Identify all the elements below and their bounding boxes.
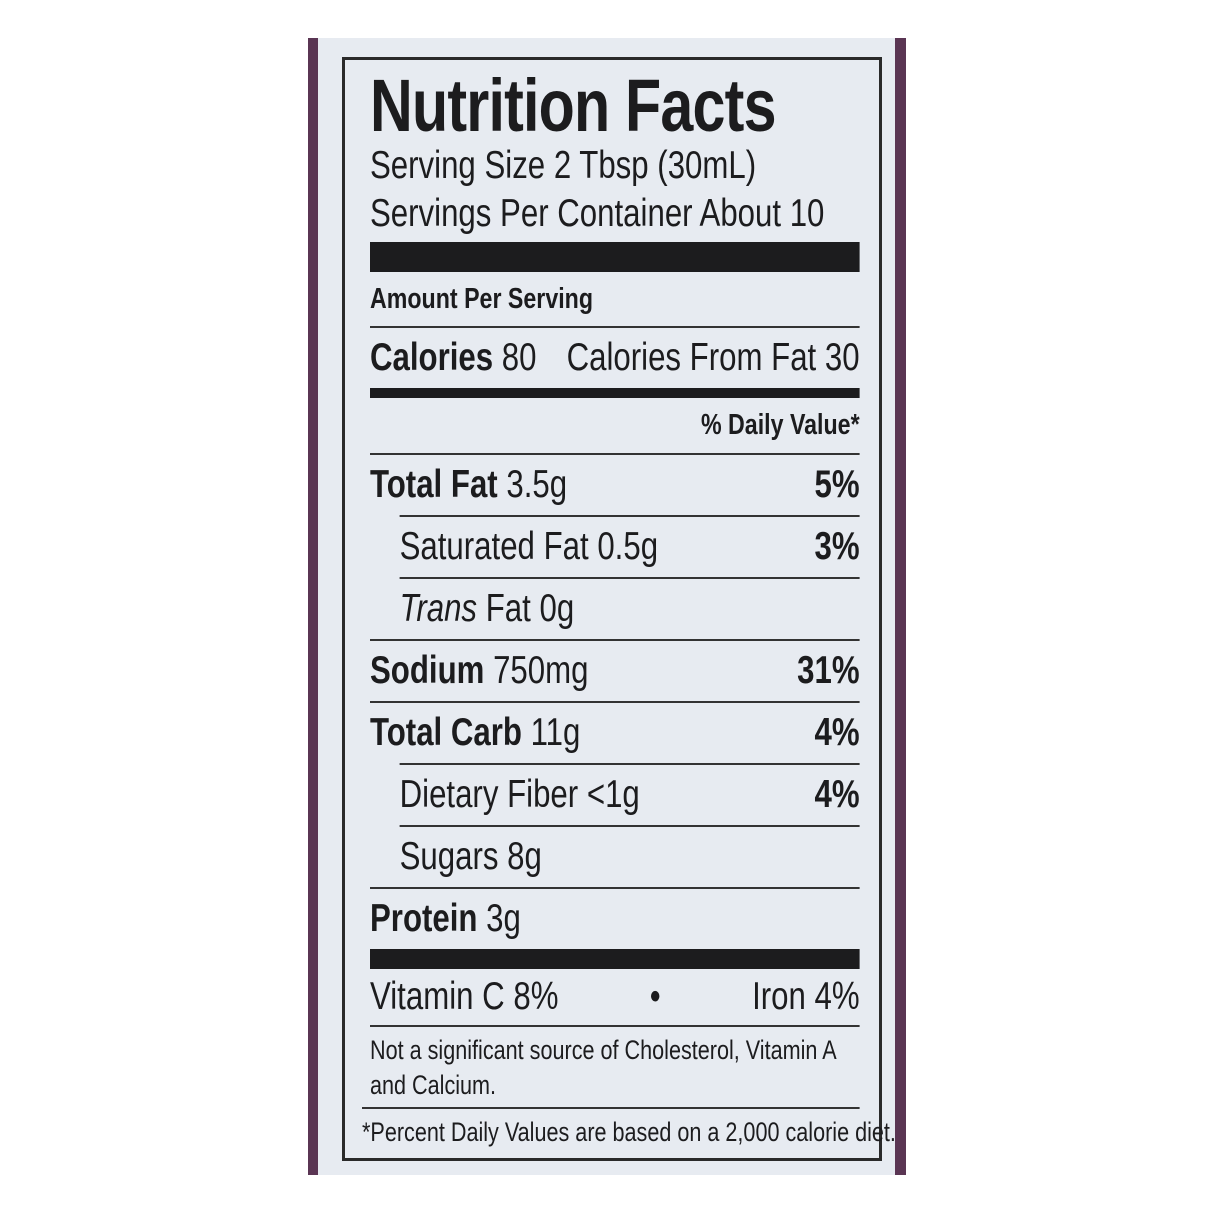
- nutrient-label: Total Fat: [370, 463, 498, 506]
- nutrient-row-total-carb: Total Carb 11g 4%: [370, 701, 860, 763]
- nutrient-amount: 3g: [486, 897, 521, 940]
- nutrient-dv: 31%: [797, 649, 860, 692]
- nutrient-row-sodium: Sodium 750mg 31%: [370, 639, 860, 701]
- thick-divider-bottom: [370, 949, 860, 969]
- nutrient-label: Trans: [399, 587, 478, 630]
- nutrient-dv: 3%: [814, 525, 860, 568]
- title: Nutrition Facts: [370, 64, 777, 147]
- vitamin-c: Vitamin C 8%: [370, 975, 559, 1018]
- calories-label: Calories: [370, 336, 494, 379]
- thick-divider: [370, 242, 860, 272]
- calories-row: Calories 80 Calories From Fat 30: [370, 328, 860, 388]
- servings-per-container: Servings Per Container About 10: [370, 192, 825, 235]
- vitamins-row: Vitamin C 8% • Iron 4%: [370, 969, 860, 1025]
- amount-per-serving: Amount Per Serving: [370, 272, 860, 328]
- nutrient-dv: 4%: [814, 711, 860, 754]
- nutrient-label: Sodium: [370, 649, 485, 692]
- nutrient-row-saturated-fat: Saturated Fat 0.5g 3%: [399, 515, 860, 577]
- nutrient-row-dietary-fiber: Dietary Fiber <1g 4%: [399, 763, 860, 825]
- calories-from-fat: Calories From Fat 30: [566, 336, 860, 379]
- nutrition-facts-border: [342, 57, 882, 1161]
- nutrient-amount: 3.5g: [506, 463, 568, 506]
- daily-value-footnote: *Percent Daily Values are based on a 2,0…: [362, 1107, 896, 1159]
- nutrient-label: Total Carb: [370, 711, 522, 754]
- daily-value-header: % Daily Value*: [370, 398, 860, 453]
- nutrition-facts-panel: Nutrition Facts Serving Size 2 Tbsp (30m…: [362, 64, 896, 1159]
- label-background: [318, 38, 895, 1175]
- nutrient-label: Saturated Fat: [399, 525, 589, 568]
- nutrient-label-suffix: Fat: [485, 587, 531, 630]
- nutrient-row-protein: Protein 3g: [370, 887, 860, 949]
- nutrient-amount: 8g: [507, 835, 542, 878]
- serving-size: Serving Size 2 Tbsp (30mL): [370, 144, 757, 187]
- nutrient-amount: 0.5g: [597, 525, 659, 568]
- daily-value-header-label: % Daily Value*: [700, 409, 860, 441]
- amount-per-serving-label: Amount Per Serving: [370, 282, 594, 315]
- iron: Iron 4%: [752, 975, 860, 1018]
- medium-divider: [370, 388, 860, 398]
- nutrient-amount: 11g: [530, 711, 581, 754]
- nutrient-label: Sugars: [399, 835, 499, 878]
- nutrient-row-trans-fat: Trans Fat 0g: [399, 577, 860, 639]
- nutrient-row-total-fat: Total Fat 3.5g 5%: [370, 453, 860, 515]
- nutrient-dv: 5%: [814, 463, 860, 506]
- not-significant-note: Not a significant source of Cholesterol,…: [370, 1025, 860, 1107]
- nutrient-label: Protein: [370, 897, 478, 940]
- nutrient-label: Dietary Fiber: [399, 773, 579, 816]
- nutrient-amount: 0g: [539, 587, 575, 630]
- bullet-separator: •: [649, 975, 661, 1018]
- nutrient-amount: 750mg: [493, 649, 589, 692]
- calories-value: 80: [501, 336, 537, 379]
- nutrient-row-sugars: Sugars 8g: [399, 825, 860, 887]
- nutrient-dv: 4%: [814, 773, 860, 816]
- nutrient-amount: <1g: [586, 773, 640, 816]
